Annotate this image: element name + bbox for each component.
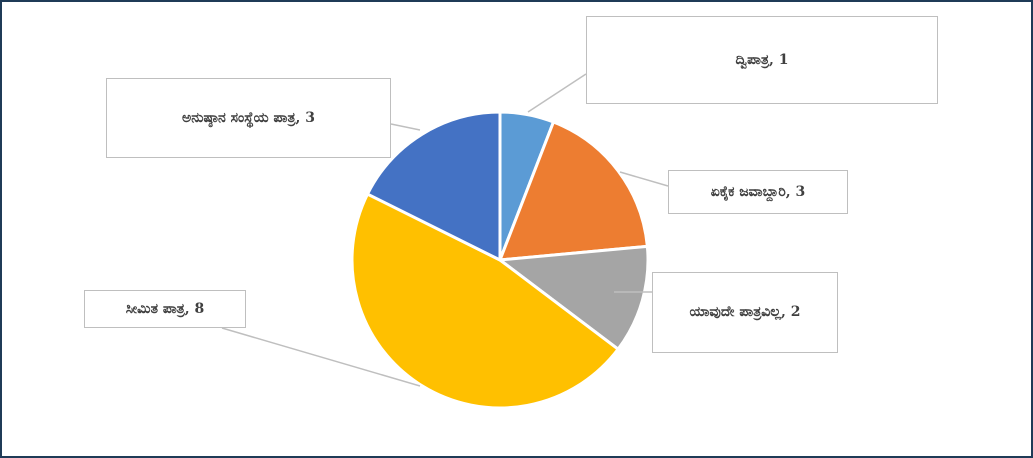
data-label: ಸೀಮಿತ ಪಾತ್ರ, 8 xyxy=(84,290,246,328)
data-label: ಯಾವುದೇ ಪಾತ್ರವಿಲ್ಲ, 2 xyxy=(652,272,838,353)
data-label: ದ್ವಿಪಾತ್ರ, 1 xyxy=(586,16,938,104)
pie-slice xyxy=(365,110,502,263)
data-label: ಅನುಷ್ಠಾನ ಸಂಸ್ಥೆಯ ಪಾತ್ರ, 3 xyxy=(106,78,391,158)
pie-slice xyxy=(350,192,621,410)
leader-line xyxy=(390,123,421,131)
leader-line xyxy=(221,327,421,387)
leader-line xyxy=(619,171,669,187)
pie-slice xyxy=(497,120,650,262)
pie-slice xyxy=(496,244,650,352)
leader-line xyxy=(527,73,587,113)
data-label: ಏಕೈಕ ಜವಾಬ್ದಾರಿ, 3 xyxy=(668,170,848,214)
